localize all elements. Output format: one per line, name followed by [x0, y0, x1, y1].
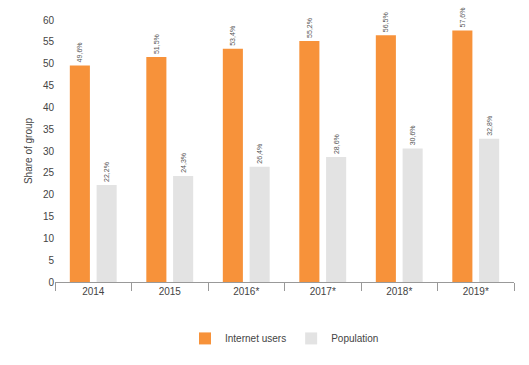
svg-text:5: 5 — [48, 255, 54, 266]
svg-text:10: 10 — [43, 233, 55, 244]
svg-text:40: 40 — [43, 102, 55, 113]
svg-text:25: 25 — [43, 167, 55, 178]
svg-text:20: 20 — [43, 189, 55, 200]
svg-text:55,2%: 55,2% — [306, 17, 313, 38]
svg-text:50: 50 — [43, 58, 55, 69]
svg-text:26,4%: 26,4% — [256, 143, 263, 164]
svg-text:2015: 2015 — [159, 286, 182, 297]
svg-text:57,6%: 57,6% — [459, 7, 466, 28]
svg-text:60: 60 — [43, 15, 55, 26]
svg-text:30: 30 — [43, 146, 55, 157]
svg-text:2017*: 2017* — [310, 286, 336, 297]
svg-text:22,2%: 22,2% — [103, 161, 110, 182]
svg-text:Population: Population — [331, 333, 378, 344]
svg-text:49,6%: 49,6% — [76, 42, 83, 63]
svg-text:2018*: 2018* — [386, 286, 412, 297]
svg-text:24,3%: 24,3% — [180, 152, 187, 173]
svg-text:35: 35 — [43, 124, 55, 135]
svg-text:45: 45 — [43, 80, 55, 91]
svg-text:53,4%: 53,4% — [229, 25, 236, 46]
svg-text:Internet users: Internet users — [225, 333, 286, 344]
svg-text:56,5%: 56,5% — [382, 12, 389, 33]
svg-text:0: 0 — [48, 277, 54, 288]
svg-text:30,6%: 30,6% — [409, 125, 416, 146]
svg-text:55: 55 — [43, 36, 55, 47]
svg-text:15: 15 — [43, 211, 55, 222]
svg-text:2019*: 2019* — [463, 286, 489, 297]
svg-text:28,6%: 28,6% — [333, 133, 340, 154]
svg-text:2016*: 2016* — [233, 286, 259, 297]
svg-text:32,8%: 32,8% — [486, 115, 493, 136]
svg-text:51,5%: 51,5% — [153, 33, 160, 54]
svg-text:2014: 2014 — [82, 286, 105, 297]
svg-text:Share of group: Share of group — [23, 117, 34, 184]
